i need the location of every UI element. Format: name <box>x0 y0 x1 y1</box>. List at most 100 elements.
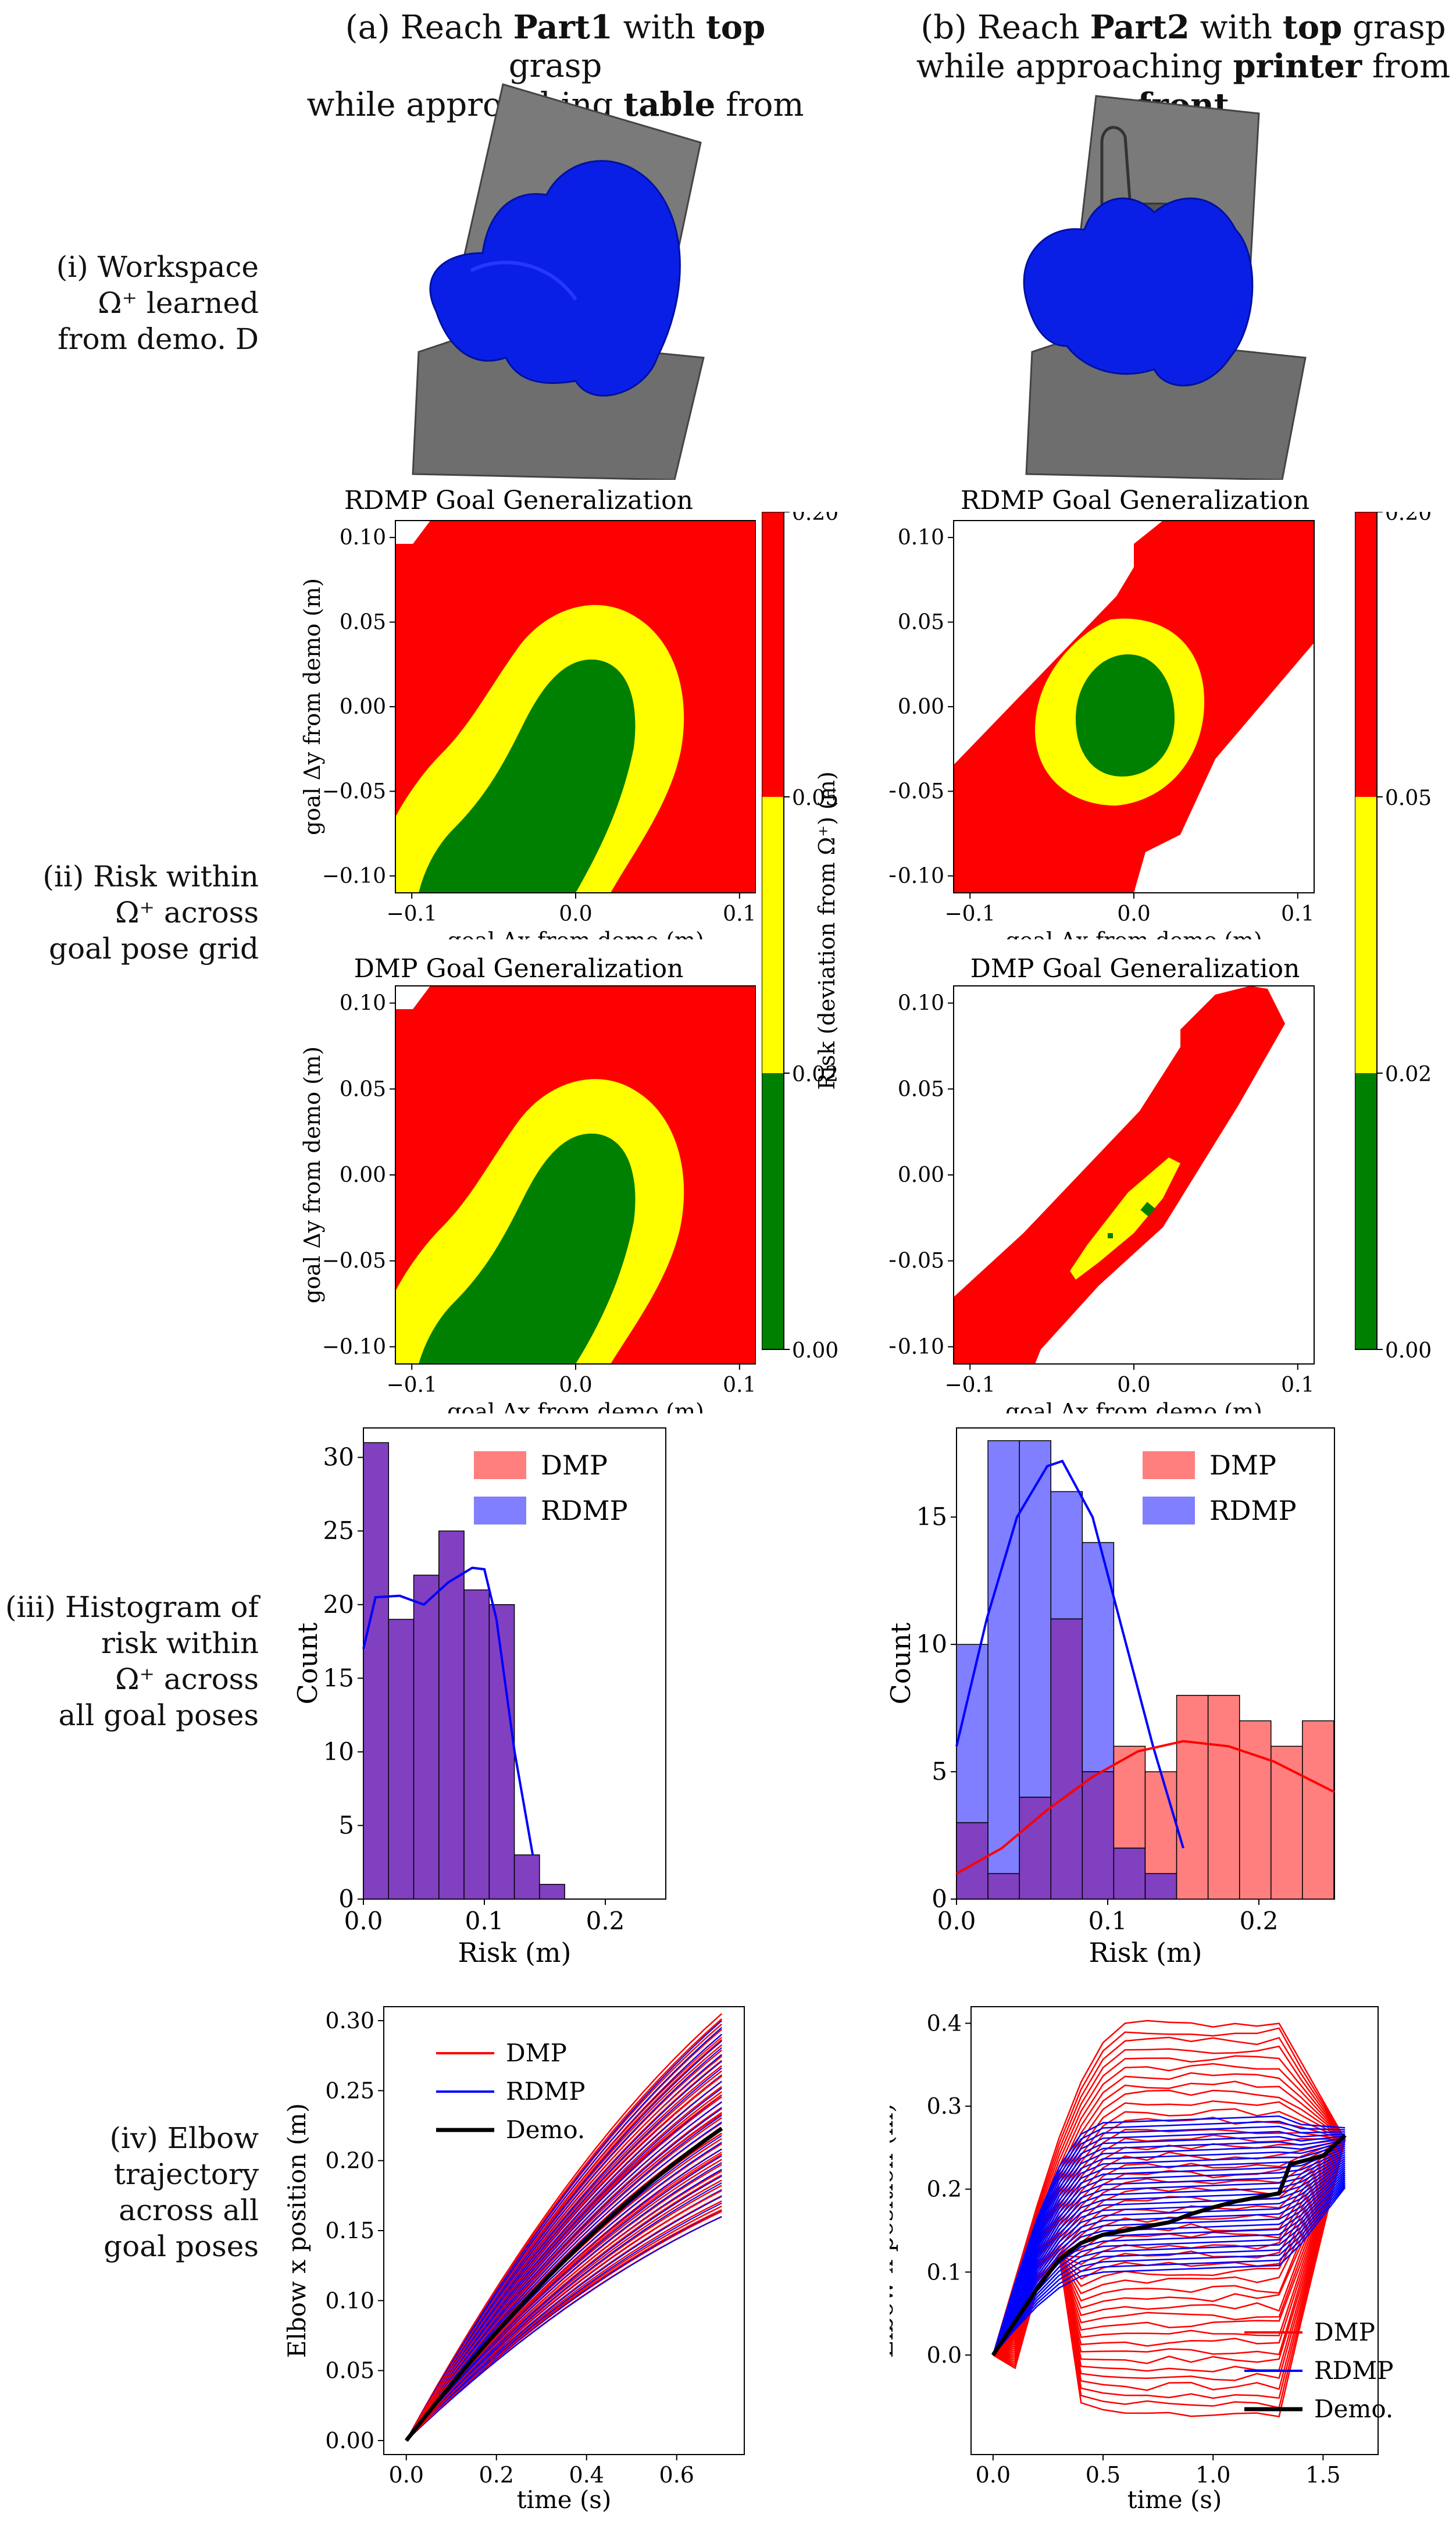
x-tick-label: 0.1 <box>1089 1907 1127 1935</box>
y-tick-label: 10 <box>916 1630 947 1658</box>
legend-label-rdmp: RDMP <box>1209 1495 1297 1526</box>
y-tick-label: 0.1 <box>927 2259 962 2285</box>
x-axis-label: goal Δx from demo (m) <box>447 928 704 939</box>
y-tick-label: 0.25 <box>325 2078 374 2103</box>
trajectory-rdmp <box>405 2114 722 2441</box>
trajectory-rdmp <box>405 2155 722 2441</box>
trajectory-rdmp <box>405 2095 722 2441</box>
trajectory-rdmp <box>992 2178 1346 2356</box>
x-tick-label: 0.2 <box>1240 1907 1279 1935</box>
row-label-risk-grid: (ii) Risk within Ω⁺ across goal pose gri… <box>42 860 259 966</box>
elbow-trajectory-b: 0.0 0.5 1.0 1.5 0.0 0.1 0.2 0.3 0.4 time (s) Elbow… <box>890 2006 1394 2514</box>
hist-bar-dmp <box>1239 1720 1272 1900</box>
colorbar-a: 0.20 0.05 0.02 0.00 Risk (deviation from Ω⁺)… <box>762 512 837 1363</box>
hist-bar-dmp <box>1302 1720 1334 1900</box>
hist-bar-overlap <box>488 1604 515 1900</box>
y-tick-label: 0.4 <box>927 2011 962 2036</box>
y-tick-label: 5 <box>932 1757 947 1786</box>
legend-label-dmp: DMP <box>541 1449 608 1481</box>
trajectory-rdmp <box>992 2115 1346 2356</box>
trajectory-rdmp <box>992 2160 1346 2356</box>
trajectory-rdmp <box>992 2135 1346 2356</box>
hist-bar-overlap <box>1113 1847 1146 1900</box>
x-tick-label: 1.0 <box>1196 2462 1230 2488</box>
row-label-workspace: (i) Workspace Ω⁺ learned from demo. D <box>56 250 259 356</box>
legend-swatch-dmp <box>1143 1451 1195 1479</box>
hist-bar-rdmp <box>1050 1491 1083 1620</box>
trajectory-dmp <box>992 2108 1346 2356</box>
trajectory-rdmp <box>992 2166 1346 2356</box>
risk-region-red <box>954 986 1285 1364</box>
trajectory-rdmp <box>406 2216 722 2441</box>
trajectory-rdmp <box>406 2175 722 2441</box>
y-axis-label: goal Δy from demo (m) <box>299 578 325 835</box>
trajectory-dmp <box>406 2190 722 2441</box>
legend-swatch-dmp <box>474 1451 526 1479</box>
legend-label-demo: Demo. <box>506 2115 585 2144</box>
trajectory-rdmp <box>992 2141 1346 2356</box>
legend-label-dmp: DMP <box>506 2039 567 2067</box>
trajectory-rdmp <box>992 2143 1346 2356</box>
y-axis-label: Count <box>890 1622 916 1704</box>
y-tick-label: −0.10 <box>322 864 386 888</box>
trajectory-dmp <box>992 2027 1346 2356</box>
trajectory-rdmp <box>406 2182 722 2441</box>
trajectory-dmp <box>992 2134 1346 2356</box>
trajectory-dmp <box>405 2113 722 2441</box>
hist-bar-rdmp <box>1019 1440 1051 1798</box>
x-tick-label: 0.0 <box>1117 902 1150 926</box>
x-tick-label: 0.1 <box>465 1907 504 1935</box>
y-tick-label: 0.10 <box>340 526 386 550</box>
trajectory-rdmp <box>405 2081 722 2441</box>
risk-region-green <box>419 659 636 893</box>
y-tick-label: 0.3 <box>927 2093 962 2119</box>
hist-bar-overlap <box>1144 1873 1177 1900</box>
trajectory-rdmp <box>992 2120 1346 2356</box>
trajectory-rdmp <box>992 2139 1346 2356</box>
colorbar-tick-label: 0.02 <box>1385 1063 1432 1087</box>
trajectory-dmp <box>992 2045 1346 2356</box>
colorbar-tick-label: 0.05 <box>792 786 837 810</box>
y-tick-label: 0.15 <box>325 2218 374 2243</box>
y-tick-label: −0.10 <box>890 864 944 888</box>
y-tick-label: −0.10 <box>890 1335 944 1359</box>
y-tick-label: 15 <box>323 1664 354 1692</box>
x-tick-label: 0.1 <box>723 1373 756 1397</box>
hist-bar-overlap <box>463 1589 490 1900</box>
x-axis-label: goal Δx from demo (m) <box>447 1399 704 1413</box>
x-axis-label: Risk (m) <box>1089 1937 1202 1968</box>
trajectory-rdmp <box>992 2162 1346 2356</box>
histogram-b: 0.0 0.1 0.2 0 5 10 15 Risk (m) Count DMP RDMP <box>890 1427 1335 1968</box>
y-tick-label: 0.0 <box>927 2342 962 2368</box>
legend-label-demo: Demo. <box>1314 2395 1393 2423</box>
trajectory-rdmp <box>992 2187 1346 2356</box>
y-tick-label: 0.05 <box>340 1077 386 1101</box>
trajectory-rdmp <box>992 2164 1346 2356</box>
y-tick-label: 0.00 <box>898 1163 944 1187</box>
hist-bar-overlap <box>956 1822 988 1900</box>
trajectory-demo <box>991 2133 1347 2356</box>
y-tick-label: 0.05 <box>340 611 386 635</box>
y-tick-label: 0.05 <box>898 1077 944 1101</box>
colorbar-tick-label: 0.20 <box>1385 512 1432 525</box>
trajectory-rdmp <box>992 2147 1346 2356</box>
trajectory-dmp <box>405 2013 723 2441</box>
legend-label-rdmp: RDMP <box>506 2077 586 2106</box>
legend-label-rdmp: RDMP <box>541 1495 628 1526</box>
hist-bar-overlap <box>1050 1618 1083 1900</box>
trajectory-dmp <box>992 2036 1346 2356</box>
x-tick-label: 0.0 <box>559 1373 592 1397</box>
x-tick-label: −0.1 <box>944 902 995 926</box>
y-tick-label: −0.05 <box>890 779 944 803</box>
y-tick-label: 0.10 <box>898 526 944 550</box>
hist-bar-overlap <box>413 1575 440 1900</box>
chart-title: DMP Goal Generalization <box>354 954 684 984</box>
heatmap-dmp-b: DMP Goal Generalization −0.1 0.0 0.1 0.10 0.… <box>890 954 1315 1413</box>
x-tick-label: −0.1 <box>944 1373 995 1397</box>
y-tick-label: 0.10 <box>340 992 386 1016</box>
chart-title: RDMP Goal Generalization <box>961 486 1309 515</box>
y-tick-label: 10 <box>323 1737 354 1766</box>
workspace-render-b <box>1023 95 1307 480</box>
x-tick-label: 0.1 <box>1281 1373 1314 1397</box>
y-tick-label: 20 <box>323 1590 354 1619</box>
